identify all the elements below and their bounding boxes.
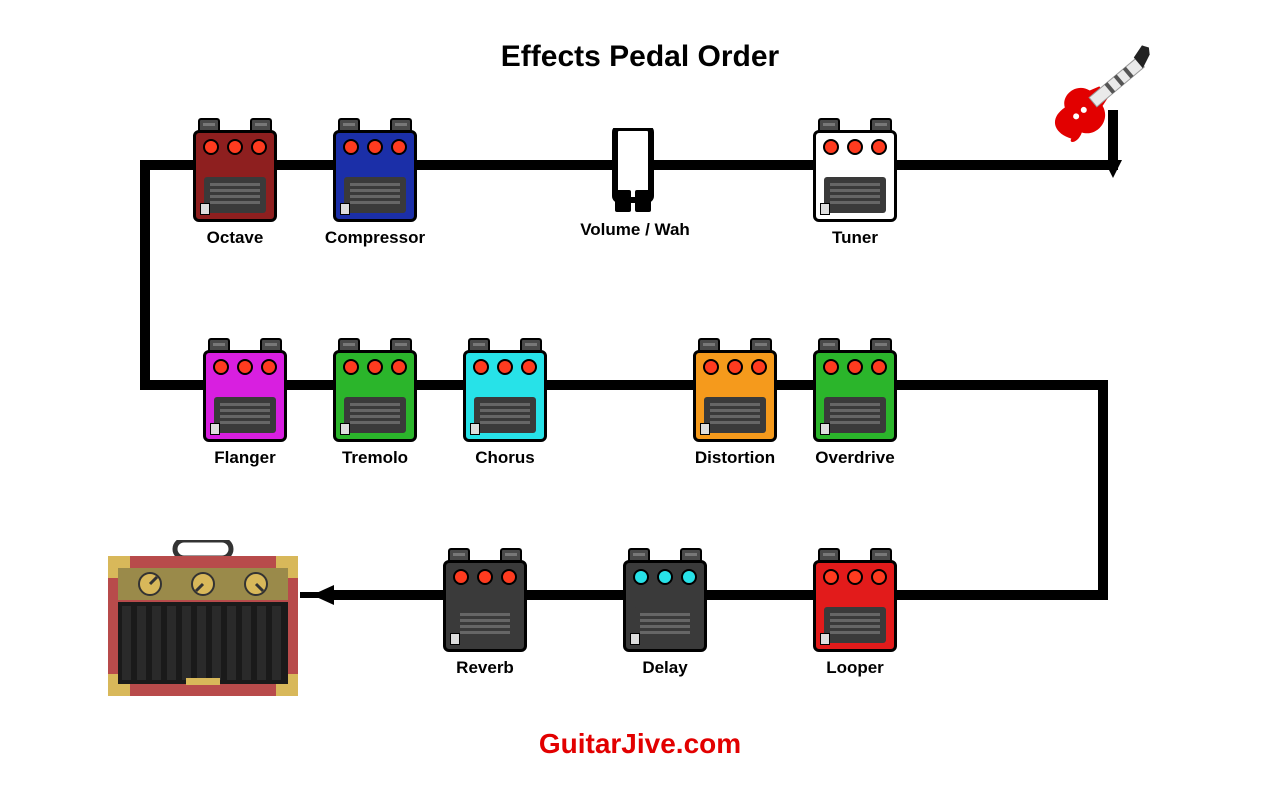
pedal-label: Tremolo	[310, 448, 440, 468]
pedal-distortion: Distortion	[690, 350, 780, 442]
guitar-icon	[1030, 40, 1170, 155]
arrow-down-icon	[1104, 160, 1122, 178]
pedal-label: Octave	[170, 228, 300, 248]
pedal-label: Reverb	[420, 658, 550, 678]
pedal-label: Overdrive	[790, 448, 920, 468]
pedal-label: Looper	[790, 658, 920, 678]
pedal-looper: Looper	[810, 560, 900, 652]
pedal-label: Tuner	[790, 228, 920, 248]
pedal-label: Compressor	[310, 228, 440, 248]
pedal-volume-wah: Volume / Wah	[595, 128, 675, 219]
pedal-flanger: Flanger	[200, 350, 290, 442]
pedal-label: Flanger	[180, 448, 310, 468]
footer-credit: GuitarJive.com	[0, 728, 1280, 760]
arrow-left-icon	[312, 585, 334, 605]
signal-cable	[1098, 380, 1108, 600]
signal-cable	[140, 160, 150, 380]
pedal-chorus: Chorus	[460, 350, 550, 442]
amp-icon	[100, 540, 310, 715]
pedal-tremolo: Tremolo	[330, 350, 420, 442]
pedal-delay: Delay	[620, 560, 710, 652]
pedal-label: Volume / Wah	[555, 220, 715, 240]
pedal-reverb: Reverb	[440, 560, 530, 652]
pedal-overdrive: Overdrive	[810, 350, 900, 442]
pedal-tuner: Tuner	[810, 130, 900, 222]
pedal-label: Chorus	[440, 448, 570, 468]
pedal-compressor: Compressor	[330, 130, 420, 222]
pedal-label: Distortion	[670, 448, 800, 468]
pedal-label: Delay	[600, 658, 730, 678]
pedal-octave: Octave	[190, 130, 280, 222]
